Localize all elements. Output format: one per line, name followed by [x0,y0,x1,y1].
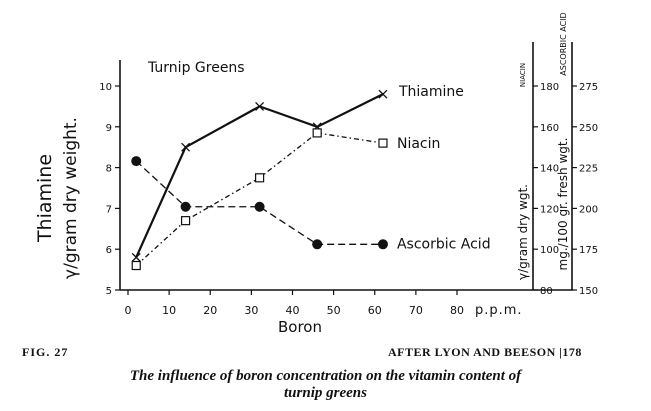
point-ascorbic-acid [180,201,191,212]
y-tick-label-thiamine: 10 [99,82,112,93]
point-niacin [131,260,141,271]
point-ascorbic-acid [131,156,142,167]
x-tick-label: 60 [368,304,382,317]
x-unit-label: p.p.m. [475,303,523,318]
series-label-ascorbic-acid: Ascorbic Acid [397,236,491,252]
figure-caption: The influence of boron concentration on … [0,368,651,402]
y-axis-label-niacin: γ/gram dry wgt. [516,184,530,280]
x-tick-label: 10 [162,304,176,317]
chart: Turnip Greens 0 10 20 30 40 50 60 70 80 p.p.m. Bor… [34,12,598,336]
y-tick-label-niacin: 160 [540,123,559,134]
x-axis-label: Boron [278,318,322,336]
x-tick-label: 40 [286,304,300,317]
point-niacin [180,216,191,226]
x-tick-label: 0 [125,304,132,317]
y-tick-label-ascorbic: 200 [579,204,598,215]
caption-text: The influence of boron concentration on … [129,368,522,401]
point-thiamine [378,89,388,99]
series-label-thiamine: Thiamine [398,84,464,100]
chart-title: Turnip Greens [147,60,245,76]
point-niacin [312,128,322,138]
y-tick-label-niacin: 180 [540,82,559,93]
series-layer: Thiamine Niacin Ascorbic Acid [131,84,491,271]
y-axis-label-thiamine: Thiamine [34,154,56,243]
point-ascorbic-acid [377,239,388,250]
y-tick-label-niacin: 100 [540,245,559,256]
y-tick-label-thiamine: 8 [106,164,112,175]
y-tick-label-niacin: 140 [540,164,559,175]
y-tick-label-thiamine: 9 [106,123,112,134]
point-ascorbic-acid [254,201,265,212]
series-label-niacin: Niacin [397,136,440,152]
point-thiamine [131,252,141,262]
y-tick-label-ascorbic: 250 [579,123,598,134]
point-niacin [378,138,388,148]
y-tick-label-ascorbic: 175 [579,245,598,256]
y-tick-label-thiamine: 7 [106,204,112,215]
y-axis-label-thiamine-unit: γ/gram dry weight. [61,117,81,279]
point-niacin [255,173,265,183]
y-tick-label-niacin: 120 [540,204,559,215]
axes: 0 10 20 30 40 50 60 70 80 p.p.m. Boron 5 6 7 8 9 10 80 100… [34,12,598,336]
y-tick-label-ascorbic: 225 [579,164,598,175]
x-tick-label: 80 [450,304,464,317]
y-axis-header-ascorbic: ASCORBIC ACID [559,12,568,75]
y-tick-label-ascorbic: 150 [579,286,598,297]
y-tick-label-ascorbic: 275 [579,82,598,93]
series-line-niacin [135,132,384,267]
y-axis-label-ascorbic: mg./100 gr. fresh wgt. [556,138,570,271]
x-tick-label: 70 [409,304,423,317]
series-line-ascorbic-acid [135,160,383,245]
point-thiamine [255,101,265,111]
y-tick-label-thiamine: 6 [106,245,112,256]
y-tick-label-thiamine: 5 [106,286,112,297]
x-tick-label: 30 [244,304,258,317]
point-ascorbic-acid [312,239,323,250]
figure-number: FIG. 27 [22,345,69,359]
figure-credit: AFTER LYON AND BEESON |178 [388,345,582,359]
x-tick-label: 50 [327,304,341,317]
y-tick-label-niacin: 80 [540,286,553,297]
x-tick-label: 20 [203,304,217,317]
y-axis-header-niacin: NIACIN [519,63,527,87]
point-thiamine [181,142,191,152]
